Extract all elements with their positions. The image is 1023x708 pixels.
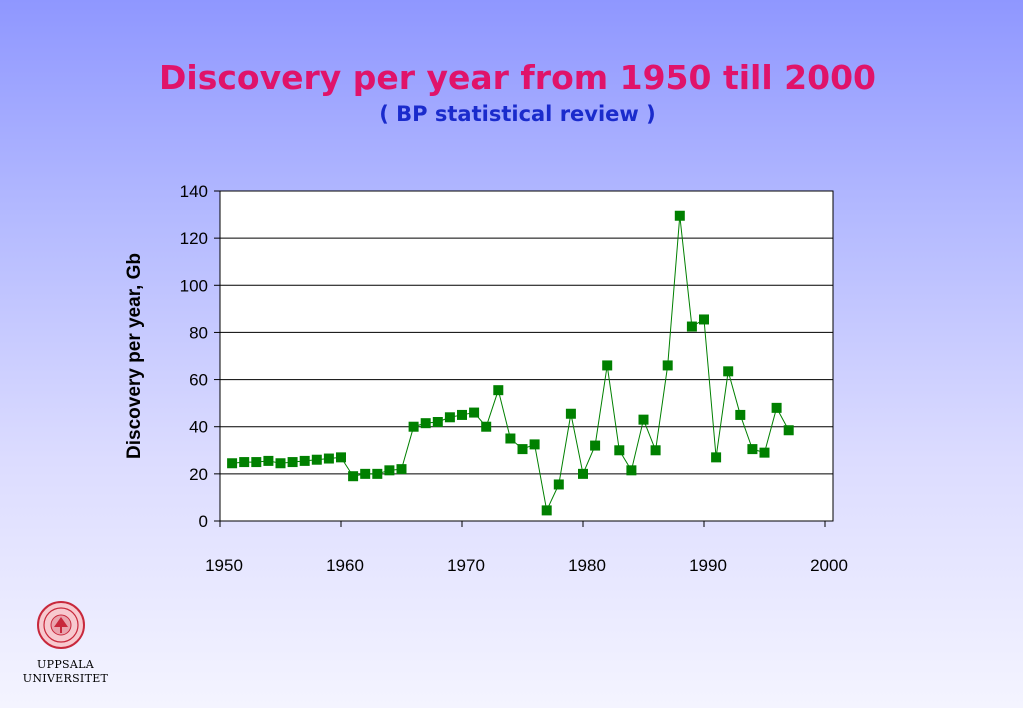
y-tick-label-60: 60 — [189, 371, 208, 390]
data-point-1976 — [529, 439, 540, 450]
data-point-1996 — [771, 402, 782, 413]
data-point-1951 — [227, 458, 238, 469]
x-tick-label-2000: 2000 — [810, 556, 848, 575]
x-tick-label-1960: 1960 — [326, 556, 364, 575]
data-point-1952 — [239, 457, 250, 468]
data-point-1993 — [735, 409, 746, 420]
data-point-1997 — [783, 425, 794, 436]
chart-title: Discovery per year from 1950 till 2000 — [159, 58, 876, 97]
x-tick-label-1980: 1980 — [568, 556, 606, 575]
data-point-1954 — [263, 455, 274, 466]
data-point-1953 — [251, 457, 262, 468]
y-tick-label-0: 0 — [199, 512, 208, 531]
data-point-1977 — [541, 505, 552, 516]
data-point-1991 — [711, 452, 722, 463]
y-axis-label: Discovery per year, Gb — [124, 253, 145, 459]
data-point-1967 — [420, 418, 431, 429]
plot-border — [219, 190, 834, 522]
data-point-1970 — [457, 409, 467, 420]
data-point-1992 — [723, 366, 734, 377]
data-point-1974 — [505, 433, 516, 444]
logo-line-2: UNIVERSITET — [22, 672, 109, 685]
university-logo: UPPSALA UNIVERSITET — [18, 600, 113, 690]
university-seal-icon — [37, 601, 85, 649]
data-point-1980 — [578, 468, 588, 479]
y-tick-label-20: 20 — [189, 465, 208, 484]
x-tick-labels: 1950 1960 1970 1980 1990 2000 — [205, 556, 848, 575]
data-point-1975 — [517, 444, 528, 455]
data-point-1961 — [348, 471, 359, 482]
data-point-1994 — [747, 444, 758, 455]
data-point-1958 — [311, 454, 322, 465]
data-point-1968 — [432, 417, 443, 427]
y-tick-labels: 0 20 40 60 80 100 120 140 — [180, 182, 208, 531]
x-tick-label-1950: 1950 — [205, 556, 243, 575]
axes — [214, 190, 834, 527]
logo-line-1: UPPSALA — [37, 658, 94, 671]
data-point-1959 — [323, 453, 334, 464]
data-point-1979 — [565, 408, 576, 419]
y-tick-label-120: 120 — [180, 229, 208, 248]
data-point-1960 — [336, 452, 346, 463]
data-point-1981 — [590, 440, 601, 451]
data-point-1989 — [686, 321, 697, 332]
data-point-1986 — [650, 445, 661, 456]
x-tick-label-1990: 1990 — [689, 556, 727, 575]
y-tick-label-100: 100 — [180, 276, 208, 295]
data-point-1964 — [384, 465, 395, 476]
x-tick-label-1970: 1970 — [447, 556, 485, 575]
data-point-1983 — [614, 445, 625, 456]
chart-subtitle: ( BP statistical review ) — [379, 102, 656, 126]
data-point-1963 — [372, 468, 383, 479]
data-point-1984 — [626, 465, 637, 476]
data-point-1990 — [699, 314, 709, 325]
data-point-1972 — [481, 421, 492, 432]
data-point-1957 — [299, 455, 310, 466]
data-point-1966 — [408, 421, 419, 432]
data-point-1971 — [469, 407, 480, 418]
data-point-1988 — [674, 210, 685, 221]
series-group — [227, 210, 794, 516]
data-point-1955 — [275, 458, 286, 469]
data-point-1962 — [360, 468, 371, 479]
data-point-1973 — [493, 385, 504, 396]
data-point-1978 — [553, 479, 564, 490]
y-tick-label-80: 80 — [189, 323, 208, 342]
data-point-1956 — [287, 457, 298, 468]
data-point-1985 — [638, 414, 649, 425]
plot-area — [220, 191, 833, 521]
y-tick-label-140: 140 — [180, 182, 208, 201]
data-point-1995 — [759, 447, 770, 458]
y-tick-label-40: 40 — [189, 418, 208, 437]
data-point-1965 — [396, 464, 407, 475]
data-point-1969 — [444, 412, 455, 423]
data-point-1982 — [602, 360, 613, 371]
data-point-1987 — [662, 360, 673, 371]
